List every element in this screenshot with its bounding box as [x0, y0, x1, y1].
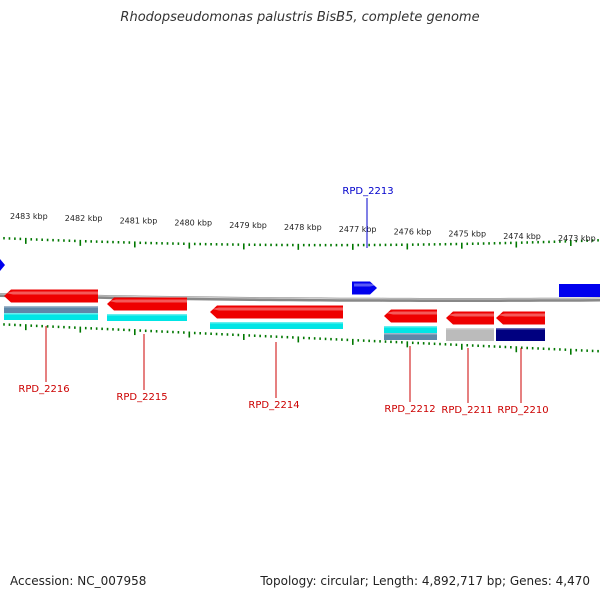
gene-arrow-rpd_2210[interactable] — [496, 311, 545, 325]
kbp-label: 2478 kbp — [284, 223, 322, 232]
gene-arrow-rpd_2211[interactable] — [446, 311, 494, 325]
gene-arrow-rpd_2212[interactable] — [384, 309, 437, 323]
gene-arrow-partial-right[interactable] — [559, 284, 600, 297]
gene-labels[interactable]: RPD_2216 RPD_2215 RPD_2214 RPD_2213 RPD_2212… — [18, 186, 548, 416]
gene-arrow-shine — [6, 291, 98, 295]
gene-arrow-body[interactable] — [384, 309, 437, 323]
gene-arrow-body[interactable] — [4, 289, 98, 303]
track-steel — [4, 306, 98, 313]
track-navy — [496, 328, 545, 341]
gene-arrow-shine — [386, 311, 437, 315]
track-shine — [4, 313, 98, 315]
kbp-label: 2483 kbp — [10, 212, 48, 221]
kbp-label: 2473 kbp — [558, 234, 596, 243]
gene-arrow-rpd_2214[interactable] — [210, 305, 343, 319]
gene-label-rpd_2213[interactable]: RPD_2213 — [342, 186, 393, 197]
track-shine — [210, 322, 343, 324]
kbp-label: 2481 kbp — [120, 216, 158, 225]
map-title: Rhodopseudomonas palustris BisB5, comple… — [120, 10, 480, 25]
kbp-label: 2480 kbp — [174, 219, 212, 228]
genome-backbone — [0, 293, 600, 302]
track-shine — [496, 328, 545, 330]
track-steel — [384, 333, 437, 340]
kbp-ruler-lower — [3, 323, 599, 355]
gene-label-rpd_2214[interactable]: RPD_2214 — [248, 400, 299, 411]
kbp-label: 2482 kbp — [65, 214, 103, 223]
gene-label-rpd_2215[interactable]: RPD_2215 — [116, 392, 167, 403]
gene-arrow-rpd_2213[interactable] — [352, 281, 377, 295]
backbone-highlight — [0, 293, 600, 300]
gene-arrow-body[interactable] — [496, 311, 545, 325]
track-shine — [384, 326, 437, 328]
track-cyan — [107, 314, 187, 321]
track-shine — [446, 328, 494, 330]
gene-arrow-body[interactable] — [352, 281, 377, 295]
kbp-label: 2474 kbp — [503, 232, 541, 241]
gene-arrow-shine — [212, 307, 343, 311]
gene-arrow-rpd_2216[interactable] — [4, 289, 98, 303]
similarity-tracks — [4, 306, 545, 341]
track-shine — [107, 314, 187, 316]
gene-arrow-shine — [498, 313, 545, 317]
gene-arrow-rpd_2215[interactable] — [107, 297, 187, 311]
gene-arrow-shine — [448, 313, 494, 317]
gene-arrow-shine — [354, 283, 377, 287]
kbp-label: 2477 kbp — [339, 225, 377, 234]
gene-label-rpd_2210[interactable]: RPD_2210 — [497, 405, 548, 416]
gene-arrow-body[interactable] — [210, 305, 343, 319]
gene-label-rpd_2211[interactable]: RPD_2211 — [441, 405, 492, 416]
topology-summary: Topology: circular; Length: 4,892,717 bp… — [260, 574, 590, 588]
kbp-label: 2475 kbp — [448, 230, 486, 239]
gene-label-rpd_2216[interactable]: RPD_2216 — [18, 384, 69, 395]
track-shine — [384, 333, 437, 335]
kbp-ruler-upper: 2483 kbp 2482 kbp 2481 kbp 2480 kbp 2479 kbp… — [3, 212, 599, 250]
track-cyan — [384, 326, 437, 333]
track-cyan — [4, 313, 98, 320]
gene-features[interactable] — [0, 259, 600, 325]
gene-label-rpd_2212[interactable]: RPD_2212 — [384, 404, 435, 415]
gene-arrow-shine — [109, 299, 187, 303]
kbp-label: 2479 kbp — [229, 221, 267, 230]
gene-arrow-body[interactable] — [446, 311, 494, 325]
track-gray — [446, 328, 494, 341]
gene-arrow-body[interactable] — [107, 297, 187, 311]
track-shine — [4, 306, 98, 308]
gene-arrow-partial-left[interactable] — [0, 259, 5, 271]
accession-label: Accession: NC_007958 — [10, 574, 147, 588]
backbone-line — [0, 293, 600, 302]
kbp-label: 2476 kbp — [394, 227, 432, 236]
track-cyan — [210, 322, 343, 329]
